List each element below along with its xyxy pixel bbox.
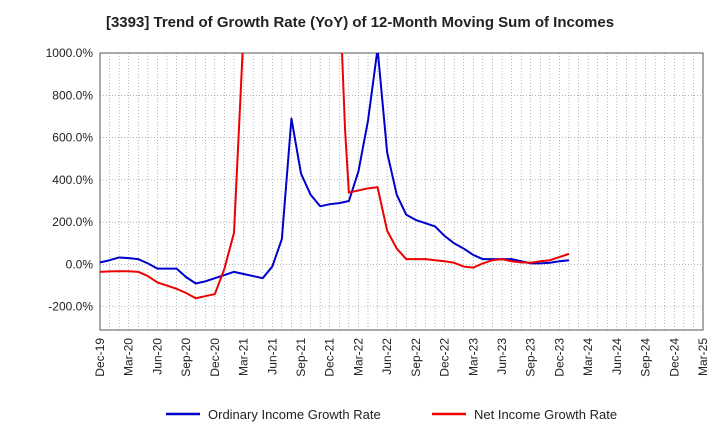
x-tick-label: Jun-21 [265, 338, 279, 375]
legend: Ordinary Income Growth Rate Net Income Gr… [166, 407, 617, 422]
x-tick-label: Sep-24 [639, 338, 653, 377]
y-tick-label: 0.0% [66, 257, 94, 271]
x-tick-label: Jun-23 [495, 338, 509, 375]
x-tick-label: Dec-24 [667, 338, 681, 377]
series-line-net-income [100, 53, 570, 300]
x-tick-label: Jun-24 [610, 338, 624, 375]
axes [99, 52, 704, 331]
x-tick-label: Dec-20 [208, 338, 222, 377]
x-tick-label: Mar-25 [696, 338, 710, 376]
y-tick-label: 400.0% [52, 173, 93, 187]
y-tick-label: 600.0% [52, 131, 93, 145]
x-tick-label: Mar-24 [581, 338, 595, 376]
series-line-ordinary-income [100, 53, 570, 285]
x-tick-label: Sep-21 [294, 338, 308, 377]
x-tick-label: Jun-22 [380, 338, 394, 375]
x-tick-label: Mar-21 [237, 338, 251, 376]
chart-title: [3393] Trend of Growth Rate (YoY) of 12-… [105, 14, 615, 31]
x-tick-label: Dec-22 [438, 338, 452, 377]
x-tick-label: Sep-20 [179, 338, 193, 377]
series-lines [100, 53, 570, 300]
y-tick-label: -200.0% [48, 300, 93, 314]
grid [99, 52, 704, 330]
x-tick-label: Dec-23 [552, 338, 566, 377]
x-tick-label: Mar-23 [466, 338, 480, 376]
legend-label: Net Income Growth Rate [474, 407, 617, 422]
x-tick-label: Dec-19 [93, 338, 107, 377]
x-tick-label: Sep-23 [524, 338, 538, 377]
y-tick-label: 1000.0% [46, 46, 94, 60]
plot-border [99, 52, 704, 331]
x-axis: Dec-19 Mar-20 Jun-20 Sep-20 Dec-20 Mar-21 Jun-… [93, 338, 710, 377]
x-tick-label: Mar-20 [122, 338, 136, 376]
y-tick-label: 800.0% [52, 88, 93, 102]
x-tick-label: Sep-22 [409, 338, 423, 377]
x-tick-label: Jun-20 [150, 338, 164, 375]
legend-label: Ordinary Income Growth Rate [208, 407, 381, 422]
y-axis: -200.0% 0.0% 200.0% 400.0% 600.0% 800.0% 1000.… [46, 46, 94, 314]
x-tick-label: Dec-21 [323, 338, 337, 377]
x-tick-label: Mar-22 [351, 338, 365, 376]
y-tick-label: 200.0% [52, 215, 93, 229]
